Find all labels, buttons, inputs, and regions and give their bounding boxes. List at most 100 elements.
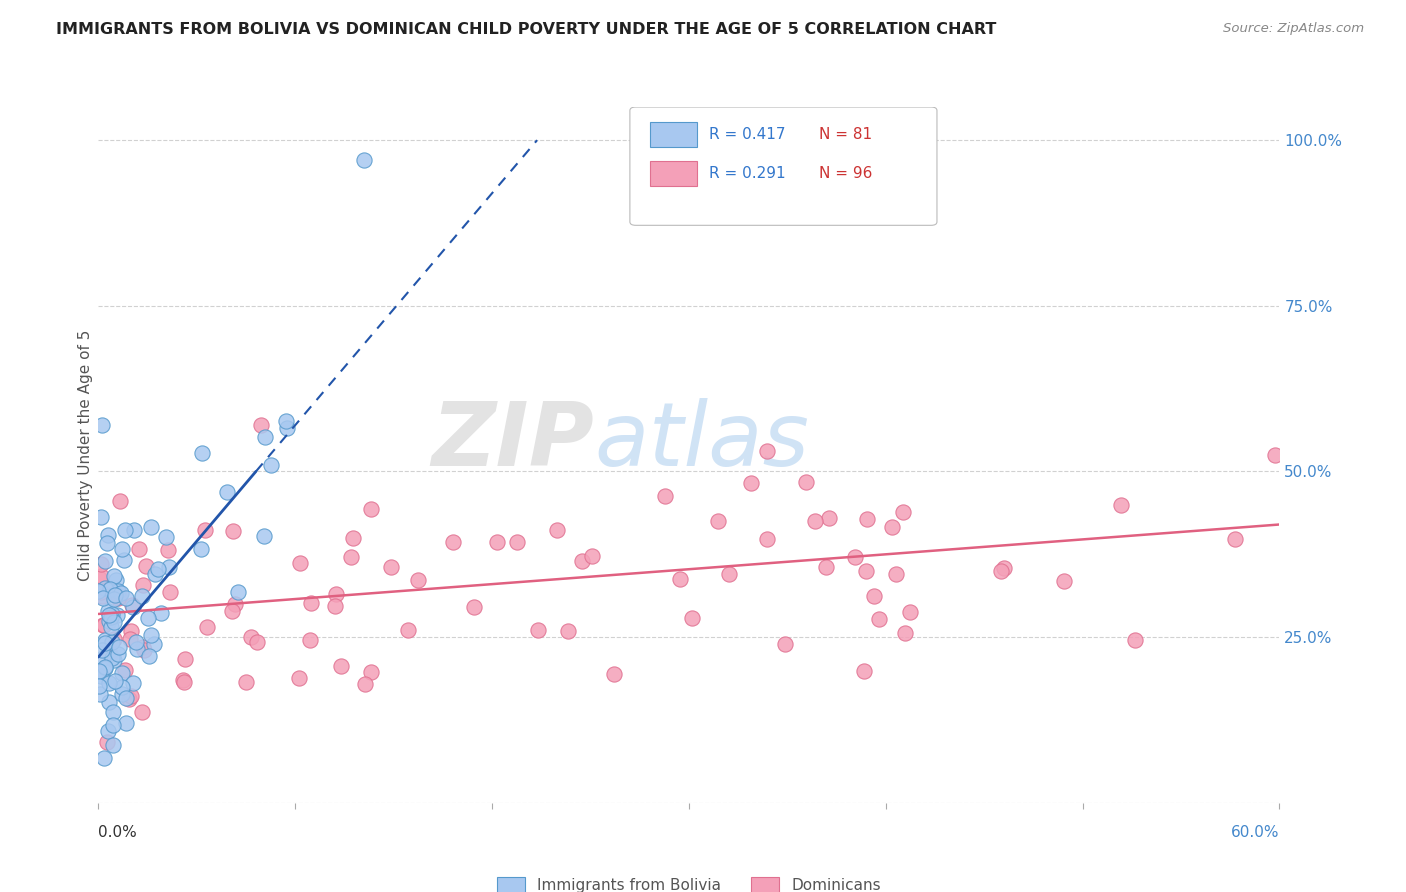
Point xyxy=(360,502,382,516)
Point xyxy=(132,577,155,591)
Point xyxy=(239,630,262,644)
Point xyxy=(603,666,626,681)
Point xyxy=(98,695,121,709)
Point xyxy=(104,586,127,600)
Text: Source: ZipAtlas.com: Source: ZipAtlas.com xyxy=(1223,22,1364,36)
FancyBboxPatch shape xyxy=(630,107,936,226)
Point xyxy=(707,515,730,529)
Point xyxy=(115,591,138,606)
Point xyxy=(245,635,267,649)
Point xyxy=(91,590,114,604)
Point xyxy=(159,584,181,599)
Point xyxy=(101,718,124,732)
Point xyxy=(96,724,118,739)
Point xyxy=(93,618,115,632)
Text: ZIP: ZIP xyxy=(432,398,595,484)
Point xyxy=(98,615,121,629)
Point xyxy=(190,541,212,556)
Point xyxy=(131,705,153,719)
Point xyxy=(136,611,159,625)
Point xyxy=(87,679,110,693)
Point xyxy=(100,620,122,634)
Point xyxy=(353,677,375,691)
Point xyxy=(143,566,166,581)
Point xyxy=(526,623,548,637)
Point xyxy=(193,524,215,538)
Point xyxy=(299,596,322,610)
Point xyxy=(406,573,429,587)
Point xyxy=(103,653,125,667)
Point xyxy=(93,660,115,674)
Point xyxy=(235,674,257,689)
Point xyxy=(852,664,875,678)
Point xyxy=(773,637,796,651)
Point xyxy=(93,751,115,765)
Point xyxy=(94,581,117,595)
Point xyxy=(97,604,120,618)
Point xyxy=(891,505,914,519)
Point xyxy=(101,635,124,649)
Point xyxy=(114,523,136,537)
Point xyxy=(157,542,180,557)
Point xyxy=(104,674,127,689)
Point xyxy=(103,615,125,629)
Point xyxy=(157,559,180,574)
Point xyxy=(104,573,127,587)
Point xyxy=(299,632,322,647)
Point xyxy=(118,692,141,706)
Point xyxy=(228,584,250,599)
Bar xyxy=(650,122,697,147)
Point xyxy=(122,523,145,537)
Point xyxy=(668,572,690,586)
Point xyxy=(717,566,740,581)
Point xyxy=(120,689,142,703)
Point xyxy=(101,607,124,621)
Point xyxy=(91,591,114,605)
Point xyxy=(100,610,122,624)
Point xyxy=(250,418,273,433)
Point xyxy=(115,715,138,730)
Point xyxy=(815,559,838,574)
Point xyxy=(89,687,111,701)
Point xyxy=(993,560,1015,574)
Text: R = 0.291: R = 0.291 xyxy=(709,166,786,181)
Point xyxy=(557,624,579,638)
Point xyxy=(90,509,112,524)
Point xyxy=(681,611,703,625)
Point xyxy=(571,554,593,568)
Point xyxy=(195,620,218,634)
Point xyxy=(91,418,114,433)
Point xyxy=(463,599,485,614)
Point xyxy=(172,673,194,687)
Point xyxy=(141,628,163,642)
Point xyxy=(134,643,156,657)
Y-axis label: Child Poverty Under the Age of 5: Child Poverty Under the Age of 5 xyxy=(77,329,93,581)
Point xyxy=(191,446,214,460)
Point xyxy=(486,535,509,549)
Point xyxy=(287,671,309,685)
Point xyxy=(94,633,117,648)
Point xyxy=(817,511,839,525)
Point xyxy=(1123,633,1146,648)
Point xyxy=(128,542,150,557)
Point xyxy=(143,637,166,651)
Point xyxy=(1225,533,1247,547)
Point xyxy=(441,535,464,549)
Point xyxy=(107,647,129,661)
Point xyxy=(87,665,110,679)
Point xyxy=(91,618,114,632)
Point xyxy=(990,564,1012,578)
Point xyxy=(91,643,114,657)
Point xyxy=(103,569,125,583)
Point xyxy=(260,458,283,473)
Point xyxy=(90,669,112,683)
Point xyxy=(290,557,312,571)
Point xyxy=(105,608,128,623)
Point xyxy=(342,531,364,545)
Point xyxy=(131,589,153,603)
Point xyxy=(94,554,117,568)
Point xyxy=(323,599,346,613)
Point xyxy=(884,567,907,582)
Text: atlas: atlas xyxy=(595,398,810,484)
Text: N = 96: N = 96 xyxy=(818,166,872,181)
